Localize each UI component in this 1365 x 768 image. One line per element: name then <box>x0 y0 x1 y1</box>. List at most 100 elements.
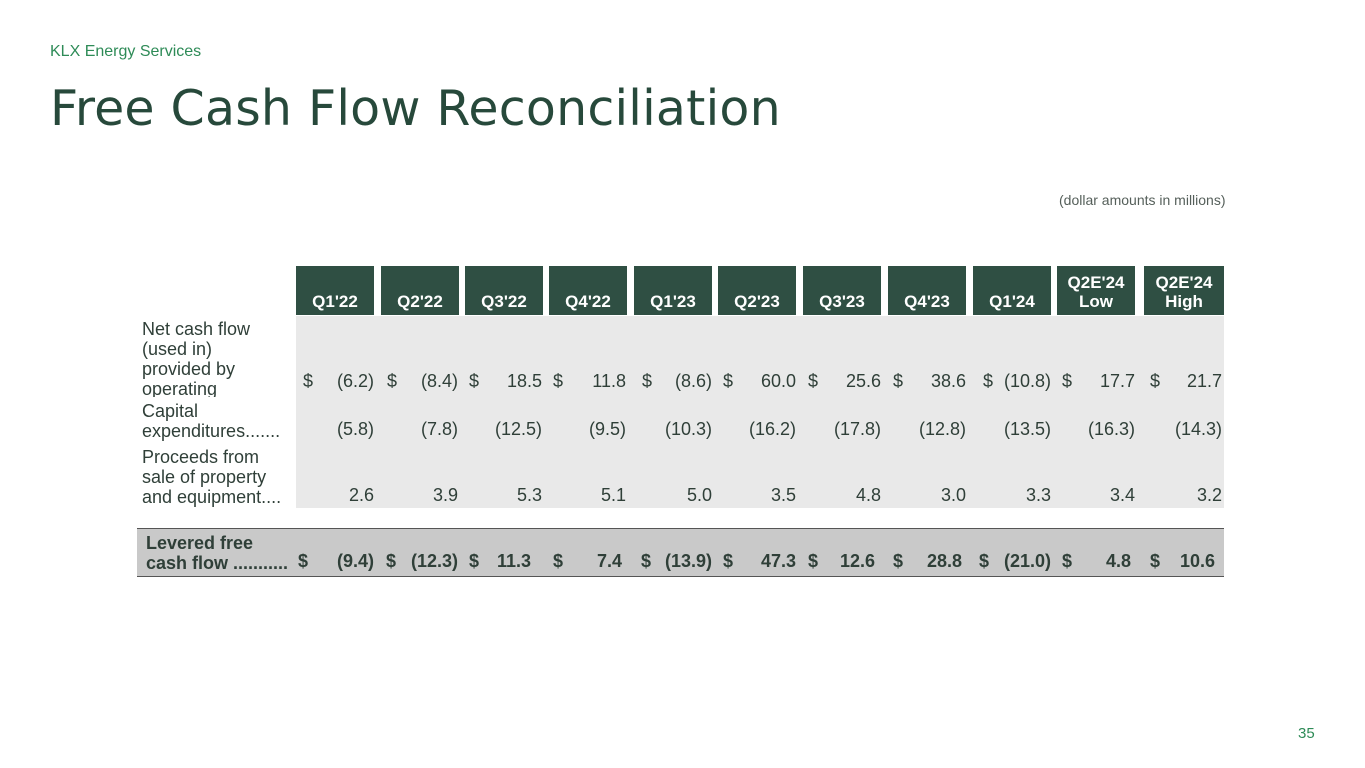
page-title: Free Cash Flow Reconciliation <box>50 80 781 137</box>
table-body-background <box>296 316 1224 508</box>
total-cell: (13.9) <box>664 551 712 571</box>
currency-symbol: $ <box>808 371 819 391</box>
row-label: Net cash flow (used in) provided by operati… <box>142 319 250 397</box>
column-header-line: High <box>1165 292 1203 311</box>
column-header: Q4'22 <box>549 266 627 315</box>
table-cell: (10.3) <box>664 419 712 439</box>
total-cell: 28.8 <box>926 551 962 571</box>
column-header: Q3'23 <box>803 266 881 315</box>
column-header-line: Q1'23 <box>650 292 696 311</box>
total-cell: 10.6 <box>1179 551 1215 571</box>
table-cell: (6.2) <box>336 371 374 391</box>
table-cell: 2.6 <box>348 485 374 505</box>
column-header: Q2E'24 Low <box>1057 266 1135 315</box>
total-cell: (9.4) <box>336 551 374 571</box>
total-label-line: Levered free <box>146 533 254 553</box>
column-header: Q4'23 <box>888 266 966 315</box>
table-cell: (14.3) <box>1174 419 1222 439</box>
table-cell: 60.0 <box>760 371 796 391</box>
table-cell: 5.1 <box>600 485 626 505</box>
row-label-line: sale of property <box>142 467 267 487</box>
total-cell: 47.3 <box>760 551 796 571</box>
currency-symbol: $ <box>893 371 904 391</box>
column-header: Q1'23 <box>634 266 712 315</box>
table-cell: 11.8 <box>592 371 626 391</box>
table-cell: (5.8) <box>336 419 374 439</box>
column-header-line: Q4'23 <box>904 292 950 311</box>
table-cell: 5.0 <box>686 485 712 505</box>
table-cell: (9.5) <box>588 419 626 439</box>
column-header: Q3'22 <box>465 266 543 315</box>
brand-label: KLX Energy Services <box>50 43 202 60</box>
currency-symbol: $ <box>469 551 480 571</box>
column-header: Q1'22 <box>296 266 374 315</box>
column-header: Q2'23 <box>718 266 796 315</box>
table-cell: 25.6 <box>845 371 881 391</box>
table-cell: (12.5) <box>494 419 542 439</box>
table-cell: 21.7 <box>1186 371 1222 391</box>
table-cell: (13.5) <box>1003 419 1051 439</box>
column-header-line: Q3'22 <box>481 292 527 311</box>
column-header: Q2'22 <box>381 266 459 315</box>
column-header-line: Q1'24 <box>989 292 1035 311</box>
column-header-line: Q4'22 <box>565 292 611 311</box>
column-header: Q2E'24 High <box>1144 266 1224 315</box>
column-header-line: Q2'23 <box>734 292 780 311</box>
row-label-line: expenditures....... <box>142 421 281 441</box>
row-label-line: Net cash flow <box>142 319 251 339</box>
column-header-line: Q1'22 <box>312 292 358 311</box>
column-header-line: Q2E'24 <box>1067 273 1125 292</box>
table-cell: 3.4 <box>1109 485 1135 505</box>
currency-symbol: $ <box>303 371 314 391</box>
table-cell: 3.3 <box>1025 485 1051 505</box>
column-header-line: Q3'23 <box>819 292 865 311</box>
currency-symbol: $ <box>983 371 994 391</box>
total-label-line: cash flow ........... <box>146 553 289 573</box>
row-label-line: Proceeds from <box>142 447 260 467</box>
column-header: Q1'24 <box>973 266 1051 315</box>
currency-symbol: $ <box>641 551 652 571</box>
currency-symbol: $ <box>469 371 480 391</box>
currency-symbol: $ <box>808 551 819 571</box>
table-cell: 4.8 <box>855 485 881 505</box>
currency-symbol: $ <box>1062 551 1073 571</box>
row-label-line: provided by <box>142 359 236 379</box>
row-label-line: operating <box>142 379 218 397</box>
table-cell: (7.8) <box>420 419 458 439</box>
column-header-line: Q2'22 <box>397 292 443 311</box>
currency-symbol: $ <box>298 551 309 571</box>
currency-symbol: $ <box>386 551 397 571</box>
table-cell: 3.2 <box>1196 485 1222 505</box>
total-row-background <box>137 528 1224 577</box>
row-label: Proceeds from sale of property and equipme… <box>142 447 281 507</box>
currency-symbol: $ <box>553 371 564 391</box>
table-cell: (12.8) <box>918 419 966 439</box>
table-cell: (16.2) <box>748 419 796 439</box>
currency-symbol: $ <box>1150 551 1161 571</box>
total-cell: 7.4 <box>596 551 622 571</box>
currency-symbol: $ <box>387 371 398 391</box>
table-cell: 3.9 <box>432 485 458 505</box>
column-header-line: Low <box>1079 292 1113 311</box>
total-cell: (21.0) <box>1003 551 1051 571</box>
row-label-line: (used in) <box>142 339 213 359</box>
total-cell: 4.8 <box>1105 551 1131 571</box>
total-cell: 12.6 <box>839 551 875 571</box>
table-cell: (8.4) <box>420 371 458 391</box>
total-cell: 11.3 <box>496 551 531 571</box>
currency-symbol: $ <box>723 371 734 391</box>
column-header-line: Q2E'24 <box>1155 273 1213 292</box>
total-row-label: Levered free cash flow ........... <box>146 533 288 573</box>
table-cell: (17.8) <box>833 419 881 439</box>
units-note: (dollar amounts in millions) <box>1059 192 1226 208</box>
currency-symbol: $ <box>979 551 990 571</box>
table-cell: (16.3) <box>1087 419 1135 439</box>
table-cell: (10.8) <box>1003 371 1051 391</box>
row-label: Capital expenditures....... <box>142 401 280 441</box>
table-cell: 17.7 <box>1099 371 1135 391</box>
table-cell: 5.3 <box>516 485 542 505</box>
currency-symbol: $ <box>893 551 904 571</box>
table-cell: 38.6 <box>930 371 966 391</box>
table-cell: (8.6) <box>674 371 712 391</box>
currency-symbol: $ <box>1062 371 1073 391</box>
